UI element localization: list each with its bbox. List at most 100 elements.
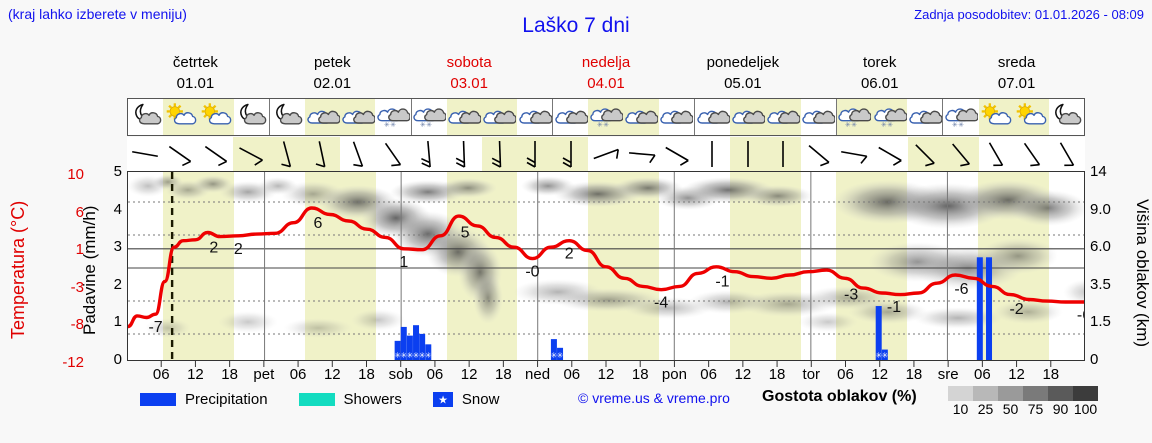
temperature-point-label: 2 — [234, 241, 243, 258]
cloud-density-blob — [145, 318, 191, 338]
cloud-icon — [625, 110, 659, 124]
day-name: sobota — [446, 54, 492, 71]
cloud-snow-icon: ✳ ✳ — [590, 108, 624, 129]
cloud-density-blob — [351, 309, 405, 331]
weather-icon-cell-21: ✳ ✳ — [835, 99, 873, 135]
moon-cloud-icon-wrap — [234, 100, 268, 135]
snow-marker-icon: ✳ — [407, 351, 414, 360]
cloud-density-tick-100: 100 — [1073, 401, 1098, 417]
cloud-snow-icon: ✳ ✳ — [413, 108, 447, 129]
cloud-icon-wrap — [659, 100, 695, 135]
snow-marker-icon: ✳ — [400, 351, 407, 360]
time-label-tor: tor — [802, 366, 821, 383]
cloud-icon — [660, 110, 695, 124]
cloud-icon-wrap — [341, 100, 376, 135]
precipitation-axis-title: Padavine (mm/h) — [80, 205, 99, 335]
wind-barb-cell-22 — [872, 137, 907, 171]
snow-marker-icon: ✳ — [551, 351, 558, 360]
cloud-snow-icon-wrap: ✳ ✳ — [412, 100, 447, 135]
cloud-icon-wrap — [447, 100, 483, 135]
cloud-density-blob — [1063, 279, 1084, 305]
cloud-density-swatch-100 — [1073, 386, 1098, 401]
wind-barb-icon — [841, 150, 868, 164]
wind-barb-icon — [239, 147, 264, 166]
time-label-12: 12 — [734, 366, 752, 383]
moon-cloud-icon — [1055, 103, 1082, 125]
wind-barb-cell-25 — [979, 137, 1014, 171]
copyright-label[interactable]: © vreme.us & vreme.pro — [578, 390, 730, 406]
weather-icon-cell-7 — [340, 99, 376, 135]
cloud-density-scale-labels: 10 25 50 75 90 100 — [940, 401, 1108, 419]
cloud-density-blob — [743, 185, 813, 207]
temperature-tick-6: 6 — [75, 203, 84, 221]
sun-cloud-icon — [166, 103, 197, 125]
cloud-snow-icon-wrap: ✳ ✳ — [837, 100, 873, 135]
cloud-icon-wrap — [766, 100, 801, 135]
day-date: 04.01 — [587, 75, 625, 92]
day-header-4: nedelja 04.01 — [538, 52, 675, 96]
day-name: torek — [863, 54, 897, 71]
precipitation-bar — [557, 347, 564, 360]
wind-barb-cell-27 — [1050, 137, 1085, 171]
wind-barb-icon — [1060, 142, 1075, 167]
weather-icon-cell-13 — [552, 99, 589, 135]
time-label-12: 12 — [187, 366, 204, 383]
precipitation-swatch — [140, 392, 176, 406]
cloud-icon-wrap — [731, 100, 766, 135]
precipitation-bar — [425, 344, 432, 360]
temperature-axis-title: Temperatura (°C) — [8, 200, 28, 340]
cloud-density-scale — [948, 386, 1098, 401]
time-label-sob: sob — [388, 366, 413, 383]
day-header-1: četrtek 01.01 — [127, 52, 264, 96]
weather-icon-cell-27 — [1049, 99, 1084, 135]
snow-marker-icon: ✳ — [413, 351, 420, 360]
weather-icon-row: ✳ ✳ ✳ ✳ ✳ ✳ ✳ ✳ ✳ ✳ ✳ ✳ — [127, 98, 1085, 136]
cloud-icon — [767, 110, 801, 124]
svg-text:✳: ✳ — [887, 121, 893, 129]
day-header-5: ponedeljek 05.01 — [674, 52, 811, 96]
sun-cloud-icon-wrap — [164, 100, 198, 135]
time-label-06: 06 — [152, 366, 170, 383]
time-label-06: 06 — [426, 366, 444, 383]
time-label-sre: sre — [937, 366, 959, 383]
wind-barb-icon — [1023, 142, 1040, 167]
wind-barb-cell-5 — [268, 137, 305, 171]
moon-cloud-icon — [134, 103, 161, 125]
day-name: nedelja — [581, 54, 631, 71]
temperature-point-label: -7 — [148, 319, 162, 336]
cloud-icon — [306, 110, 341, 124]
wind-barb-cell-1 — [127, 137, 162, 171]
wind-barb-cell-7 — [340, 137, 375, 171]
precipitation-legend-label: Precipitation — [185, 390, 268, 408]
time-label-06: 06 — [289, 366, 307, 383]
cloud-height-tick-14: 14 — [1090, 163, 1107, 180]
temperature-point-label: 6 — [314, 215, 323, 232]
day-header-6: torek 06.01 — [811, 52, 948, 96]
cloud-icon — [448, 110, 483, 124]
svg-text:✳: ✳ — [952, 121, 958, 129]
snow-marker-icon: ✳ — [875, 351, 882, 360]
weather-icon-cell-10 — [446, 99, 483, 135]
wind-barb-cell-21 — [837, 137, 872, 171]
wind-barb-icon — [782, 141, 785, 167]
sun-cloud-icon — [1016, 103, 1047, 125]
svg-text:✳: ✳ — [390, 121, 396, 129]
day-date: 01.01 — [176, 75, 215, 92]
cloud-icon-wrap — [624, 100, 659, 135]
cloud-density-blob — [978, 238, 1058, 274]
precipitation-tick-1: 1 — [113, 313, 122, 331]
day-header-7: sreda 07.01 — [948, 52, 1085, 96]
weather-icon-cell-24: ✳ ✳ — [942, 99, 979, 135]
cloud-snow-icon: ✳ ✳ — [838, 108, 873, 129]
cloud-snow-icon-wrap: ✳ ✳ — [376, 100, 411, 135]
time-label-06: 06 — [837, 366, 854, 383]
cloud-icon-wrap — [554, 100, 589, 135]
cloud-density-blob — [993, 300, 1063, 324]
svg-text:✳: ✳ — [426, 121, 432, 129]
weather-icon-cell-3 — [198, 99, 234, 135]
cloud-density-swatch-75 — [1023, 386, 1048, 401]
temperature-tick--3: -3 — [70, 278, 84, 296]
temperature-tick-1: 1 — [75, 241, 84, 259]
